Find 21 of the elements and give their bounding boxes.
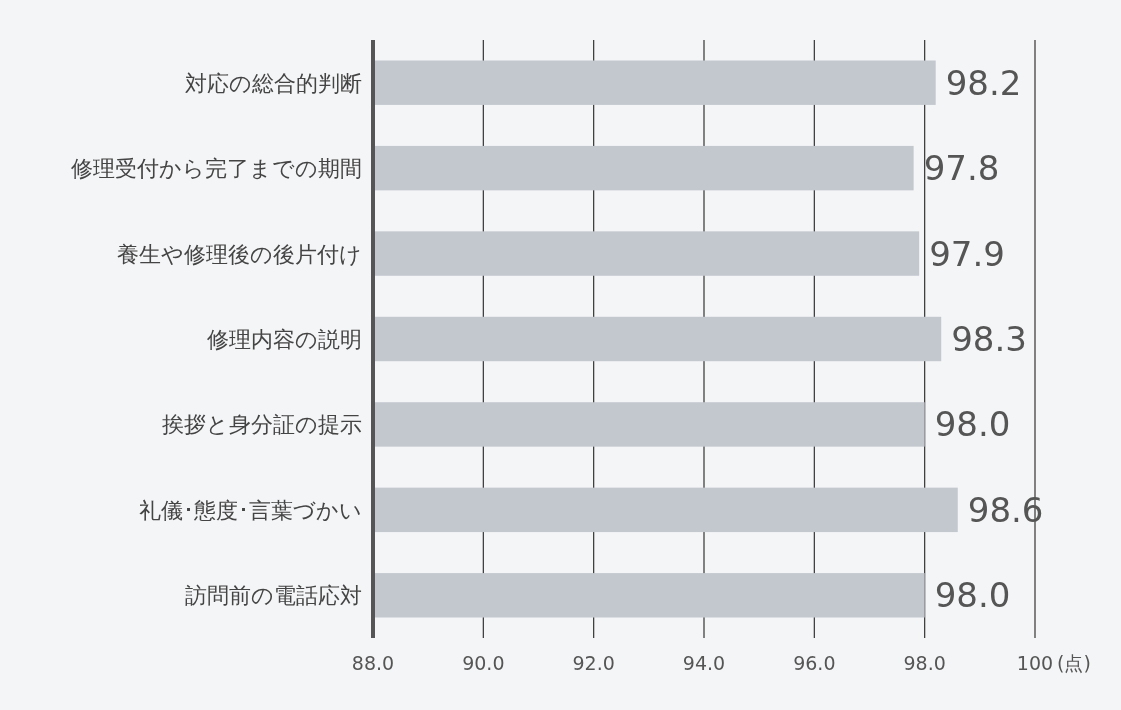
data-label: 98.3 [951, 319, 1027, 359]
data-label: 98.2 [945, 62, 1022, 103]
x-axis-title: (点) [1057, 652, 1091, 674]
y-tick-label: 挨拶と身分証の提示 [162, 412, 362, 438]
y-tick-label: 修理内容の説明 [207, 327, 362, 352]
data-label: 97.9 [929, 233, 1005, 274]
data-label: 97.8 [923, 148, 1000, 189]
x-tick-label: 100 [1016, 652, 1054, 674]
x-tick-label: 88.0 [351, 652, 395, 674]
y-tick-label: 養生や修理後の後片付け [117, 241, 362, 267]
x-tick-label: 98.0 [903, 652, 946, 674]
data-label: 98.0 [934, 575, 1011, 616]
x-tick-label: 94.0 [682, 652, 726, 674]
x-tick-label: 92.0 [572, 652, 615, 674]
x-tick-label: 90.0 [462, 652, 505, 674]
x-tick-label: 96.0 [793, 652, 836, 674]
data-label: 98.0 [934, 404, 1011, 445]
y-tick-label: 対応の総合的判断 [185, 70, 362, 96]
y-tick-label: 礼儀･態度･言葉づかい [139, 497, 362, 523]
y-tick-label: 修理受付から完了までの期間 [71, 156, 362, 182]
y-tick-label: 訪問前の電話応対 [185, 583, 362, 609]
